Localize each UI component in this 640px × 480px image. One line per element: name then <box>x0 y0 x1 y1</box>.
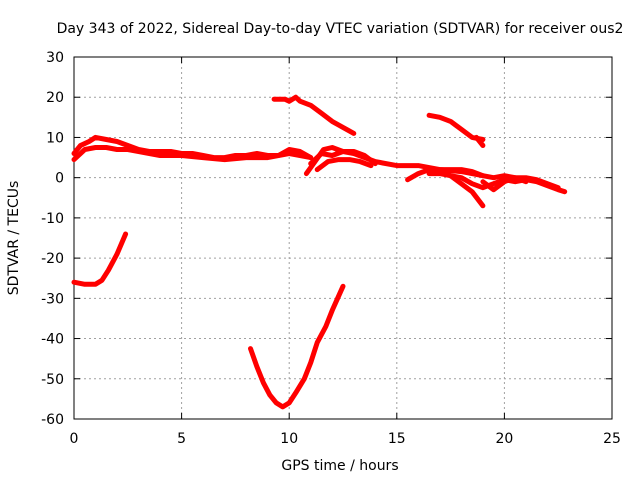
x-tick-label: 25 <box>603 431 621 447</box>
y-tick-label: -40 <box>41 332 64 348</box>
x-tick-label: 20 <box>495 431 513 447</box>
series-track-late-b <box>437 167 561 191</box>
series-track-rise-1 <box>303 145 378 177</box>
series-track-spike <box>473 134 486 148</box>
plot-frame <box>73 56 613 420</box>
x-tick-label: 10 <box>280 431 298 447</box>
series-track-rise-2 <box>314 157 374 173</box>
y-axis-label: SDTVAR / TECUs <box>6 181 22 296</box>
y-tick-label: -50 <box>41 372 64 388</box>
grid <box>74 57 612 419</box>
series-track-main-b <box>71 145 314 163</box>
series-track-late-c <box>480 175 529 193</box>
x-axis: 0 5 10 15 20 25 <box>70 57 621 447</box>
y-tick-label: 20 <box>46 90 64 106</box>
x-tick-label: 5 <box>177 431 186 447</box>
y-tick-label: -20 <box>41 251 64 267</box>
y-axis: -60 -50 -40 -30 -20 -10 0 10 20 30 <box>41 50 612 428</box>
series-track-neg-left <box>71 231 129 287</box>
x-tick-label: 15 <box>388 431 406 447</box>
y-tick-label: 10 <box>46 130 64 146</box>
chart-title: Day 343 of 2022, Sidereal Day-to-day VTE… <box>57 21 624 37</box>
x-tick-label: 0 <box>70 431 79 447</box>
data-series <box>71 94 568 410</box>
y-tick-label: -10 <box>41 211 64 227</box>
series-track-high-2 <box>426 112 486 142</box>
y-tick-label: -30 <box>41 291 64 307</box>
x-axis-label: GPS time / hours <box>281 458 398 474</box>
series-track-high-1 <box>271 94 357 136</box>
y-tick-label: 0 <box>55 171 64 187</box>
y-tick-label: -60 <box>41 412 64 428</box>
series-track-v <box>248 283 346 410</box>
y-tick-label: 30 <box>46 50 64 66</box>
